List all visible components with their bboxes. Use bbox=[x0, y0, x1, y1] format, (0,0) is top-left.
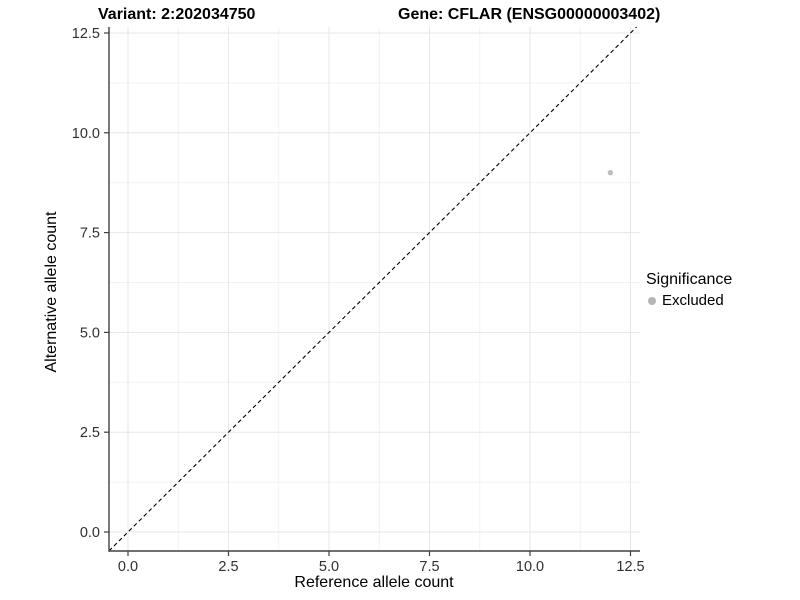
legend: Significance Excluded bbox=[646, 271, 732, 309]
identity-dashed-line bbox=[108, 26, 637, 552]
plot-title-gene: Gene: CFLAR (ENSG00000003402) bbox=[398, 6, 661, 23]
legend-title: Significance bbox=[646, 271, 733, 288]
y-tick-label: 12.5 bbox=[72, 26, 100, 42]
x-tick-label: 10.0 bbox=[516, 559, 544, 575]
plot-title-variant: Variant: 2:202034750 bbox=[98, 6, 256, 23]
x-tick-label: 12.5 bbox=[616, 559, 644, 575]
legend-item-excluded: Excluded bbox=[648, 292, 732, 309]
x-tick-label: 0.0 bbox=[118, 559, 138, 575]
legend-key-dot-icon bbox=[648, 296, 656, 305]
x-tick-label: 2.5 bbox=[218, 559, 238, 575]
legend-item-label: Excluded bbox=[662, 292, 724, 309]
y-tick-label: 5.0 bbox=[80, 325, 100, 341]
y-tick-label: 7.5 bbox=[80, 226, 100, 242]
x-tick-label: 7.5 bbox=[419, 559, 439, 575]
y-tick-label: 2.5 bbox=[80, 425, 100, 441]
y-tick-label: 10.0 bbox=[72, 126, 100, 142]
data-point bbox=[607, 170, 614, 176]
x-axis-title: Reference allele count bbox=[294, 574, 454, 591]
x-tick-label: 5.0 bbox=[319, 559, 339, 575]
y-tick-label: 0.0 bbox=[80, 525, 100, 541]
